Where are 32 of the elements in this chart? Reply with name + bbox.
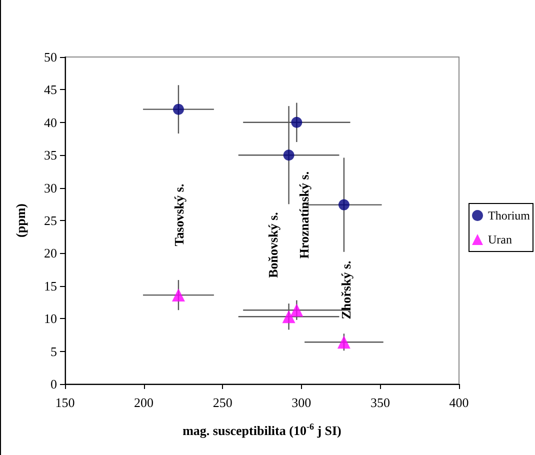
x-tick-label: 200 bbox=[134, 395, 154, 410]
x-tick-label: 300 bbox=[292, 395, 312, 410]
x-tick-label: 350 bbox=[370, 395, 390, 410]
annotation: Boňovský s. bbox=[266, 212, 280, 278]
x-tick-label: 400 bbox=[449, 395, 469, 410]
x-tick-label: 150 bbox=[55, 395, 75, 410]
annotation: Zhořský s. bbox=[338, 260, 354, 320]
point bbox=[282, 310, 296, 324]
y-tick-label: 10 bbox=[44, 311, 57, 326]
point bbox=[337, 336, 350, 349]
y-tick-label: 50 bbox=[44, 50, 57, 64]
y-tick-label: 25 bbox=[44, 213, 57, 228]
y-tick-label: 0 bbox=[50, 376, 57, 392]
point bbox=[291, 116, 302, 128]
legend-label: Thorium bbox=[488, 208, 531, 222]
y-axis-title: (ppm) bbox=[13, 204, 28, 238]
point bbox=[290, 304, 304, 317]
x-tick-label: 250 bbox=[212, 395, 232, 410]
y-tick-label: 40 bbox=[44, 114, 57, 130]
y-tick-label: 30 bbox=[44, 180, 57, 196]
legend-label: Uran bbox=[488, 232, 512, 246]
point bbox=[172, 288, 185, 302]
y-tick-label: 35 bbox=[44, 148, 57, 163]
y-tick-label: 20 bbox=[44, 246, 57, 261]
y-tick-label: 45 bbox=[44, 82, 57, 98]
point bbox=[338, 199, 350, 210]
annotation: Tasovský s. bbox=[172, 184, 186, 246]
y-tick-label: 5 bbox=[50, 344, 57, 359]
annotation: Hroznatínský s. bbox=[296, 171, 312, 259]
point bbox=[172, 104, 184, 115]
y-tick-label: 15 bbox=[44, 278, 57, 294]
point bbox=[283, 150, 294, 161]
